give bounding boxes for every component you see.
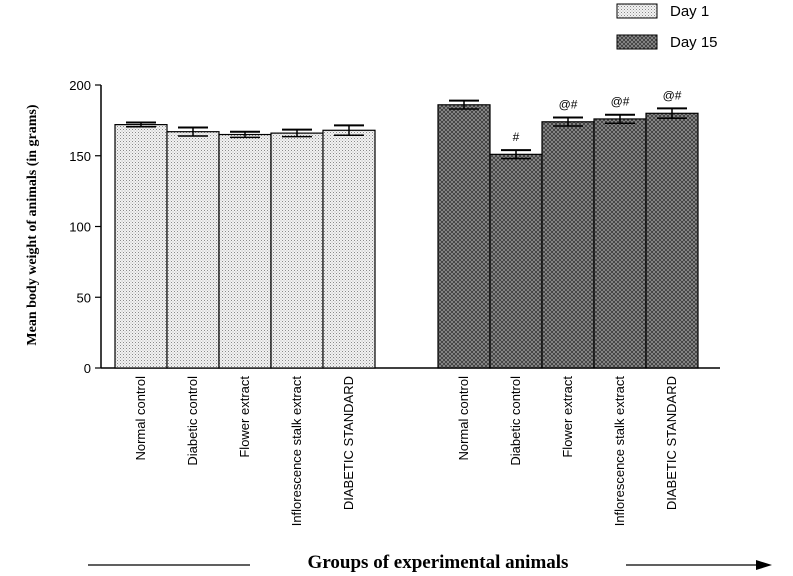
bar-day-1-3 xyxy=(270,132,324,369)
bar-day-15-3 xyxy=(593,118,647,369)
y-tick-label: 200 xyxy=(69,78,91,93)
bar-day-1-1 xyxy=(166,131,220,369)
bar-day-15-1 xyxy=(489,153,543,369)
error-bar xyxy=(553,116,583,127)
bar-day-1-0 xyxy=(114,124,168,369)
x-axis-title: Groups of experimental animals xyxy=(308,552,569,573)
category-label: Flower extract xyxy=(237,376,252,458)
bar-day-15-2 xyxy=(541,121,595,369)
category-label: Diabetic control xyxy=(508,376,523,466)
category-labels: Normal control Diabetic control Flower ext… xyxy=(133,376,679,527)
y-ticks: 0 50 100 150 200 xyxy=(69,78,101,376)
category-label: Flower extract xyxy=(560,376,575,458)
legend-swatch-day-15 xyxy=(616,34,658,50)
error-bar xyxy=(501,149,531,160)
bar-day-15-0 xyxy=(437,104,491,369)
legend: Day 1 Day 15 xyxy=(616,3,718,51)
bar-day-1-4 xyxy=(322,129,376,369)
bar-day-15-4 xyxy=(645,112,699,369)
error-bar xyxy=(657,107,687,120)
category-label: Inflorescence stalk extract xyxy=(612,376,627,527)
bars: # @# @# @# xyxy=(114,88,699,369)
error-bar xyxy=(334,124,364,136)
legend-label-day-15: Day 15 xyxy=(670,34,718,51)
error-bar xyxy=(230,130,260,139)
y-tick-label: 0 xyxy=(84,361,91,376)
significance-annotation: # xyxy=(513,130,520,144)
legend-label-day-1: Day 1 xyxy=(670,3,709,20)
y-tick-label: 50 xyxy=(77,290,91,305)
legend-swatch-day-1 xyxy=(616,3,658,19)
error-bar xyxy=(282,128,312,138)
error-bar xyxy=(126,121,156,128)
category-label: Inflorescence stalk extract xyxy=(289,376,304,527)
x-title-arrowhead xyxy=(756,560,772,570)
y-axis-title: Mean body weight of animals (in grams) xyxy=(25,104,40,345)
y-tick-label: 100 xyxy=(69,220,91,235)
error-bar xyxy=(605,113,635,124)
error-bar xyxy=(449,99,479,110)
category-label: Normal control xyxy=(456,376,471,461)
significance-annotation: @# xyxy=(559,98,578,112)
significance-annotation: @# xyxy=(663,88,682,102)
category-label: DIABETIC STANDARD xyxy=(341,376,356,510)
y-tick-label: 150 xyxy=(69,149,91,164)
error-bar xyxy=(178,126,208,137)
category-label: DIABETIC STANDARD xyxy=(664,376,679,510)
category-label: Normal control xyxy=(133,376,148,461)
significance-annotation: @# xyxy=(611,95,630,109)
category-label: Diabetic control xyxy=(185,376,200,466)
bar-day-1-2 xyxy=(218,133,272,369)
